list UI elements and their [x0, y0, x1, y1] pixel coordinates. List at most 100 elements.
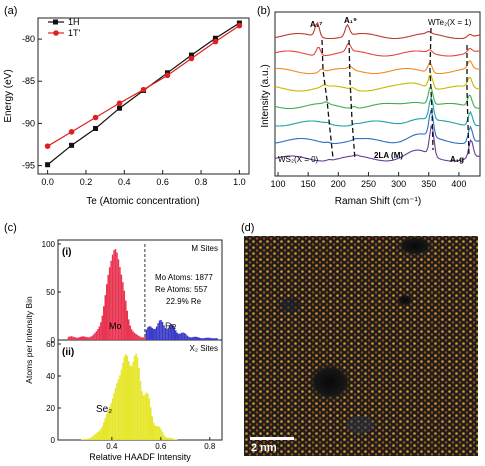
2la-label: 2LA (M) — [374, 151, 403, 160]
histogram-bar — [95, 432, 98, 440]
histogram-bar — [198, 337, 200, 340]
histogram-bar — [197, 337, 199, 340]
histogram-bar — [120, 274, 123, 340]
histogram-bar — [113, 392, 115, 440]
histogram-bar — [169, 325, 171, 340]
histogram-bar — [207, 337, 209, 340]
panel-c-label: (c) — [4, 222, 17, 234]
histogram-bar — [116, 252, 118, 340]
histogram-bar — [177, 333, 180, 340]
histogram-bar — [119, 375, 121, 440]
histogram-bar — [150, 326, 152, 340]
spectrum-line — [274, 95, 481, 127]
histogram-bar — [208, 337, 211, 340]
data-point-1t-prime — [44, 143, 51, 149]
histogram-bar — [117, 259, 120, 340]
panel-c: (c) 0 50 100 0 20 40 60 0.4 0.6 0.8 (i) (ii) M … — [4, 222, 223, 462]
histogram-bar — [211, 338, 214, 340]
legend-circle-marker — [53, 30, 59, 36]
histogram-bar — [76, 337, 79, 340]
panel-a: (a) -80 -85 -90 -95 0.0 0.2 0.4 0.6 0.8 1.0 Te (… — [3, 5, 250, 207]
histogram-bar — [75, 337, 77, 340]
histogram-bar — [133, 332, 136, 340]
histogram-bar — [125, 300, 127, 340]
y-tick-label: -90 — [22, 118, 35, 128]
histogram-bar — [167, 437, 170, 440]
histogram-bar — [147, 393, 149, 440]
y-tick-label: 20 — [46, 404, 55, 413]
x-tick-label: 150 — [301, 179, 316, 189]
histogram-bar — [139, 380, 142, 440]
re-atoms-count: Re Atoms: 557 — [155, 285, 208, 294]
histogram-bar — [83, 439, 86, 440]
histogram-bar — [98, 430, 101, 440]
histogram-bar — [151, 416, 153, 440]
histogram-bar — [91, 335, 93, 340]
histogram-bar — [202, 338, 205, 340]
stem-image: 2 nm — [244, 236, 478, 456]
spectrum-line — [274, 42, 481, 57]
panel-c-xlabel: Relative HAADF Intensity — [89, 452, 191, 462]
dark-cluster — [397, 236, 433, 256]
histogram-bar — [82, 439, 84, 440]
histogram-bar — [182, 332, 184, 340]
histogram-bar — [151, 327, 153, 340]
histogram-bar — [204, 337, 206, 340]
histogram-bar — [188, 336, 190, 340]
subpanel-i-label: (i) — [62, 247, 71, 258]
spectrum-line — [274, 86, 481, 110]
histogram-bar — [214, 338, 217, 340]
histogram-bar — [157, 323, 159, 340]
histogram-bar — [138, 336, 140, 340]
histogram-bar — [94, 332, 96, 340]
data-point-1t-prime — [164, 72, 171, 79]
histogram-bar — [179, 333, 181, 340]
ws2-label: WS₂(X = 0) — [278, 155, 319, 164]
histogram-bar — [101, 426, 104, 440]
histogram-bar — [86, 337, 89, 340]
spectrum-line — [274, 22, 481, 40]
data-point-1t-prime — [68, 129, 75, 135]
histogram-bar — [163, 325, 165, 340]
panel-a-frame — [37, 17, 250, 175]
panel-b: (b) 100 150 200 250 300 350 400 A₁⁷ A₁⁹ WTe₂(X… — [257, 5, 481, 207]
dark-cluster — [308, 363, 352, 401]
wte2-label: WTe₂(X = 1) — [428, 18, 472, 27]
histogram-bar — [132, 361, 134, 440]
histogram-bar — [170, 438, 173, 440]
histogram-bar — [160, 429, 162, 440]
histogram-bar — [148, 398, 151, 440]
histogram-bar — [70, 336, 73, 340]
panel-b-guides — [321, 27, 470, 161]
y-tick-label: 0 — [51, 436, 56, 445]
histogram-bar — [136, 357, 139, 440]
histogram-bar — [173, 439, 175, 440]
histogram-bar — [110, 403, 112, 440]
histogram-bar — [72, 336, 74, 340]
histogram-bar — [141, 337, 143, 340]
histogram-bar — [89, 336, 92, 340]
x-tick-label: 0.0 — [41, 177, 54, 187]
x-tick-label: 1.0 — [233, 177, 246, 187]
histogram-bar — [144, 337, 146, 340]
data-point-1t-prime — [212, 38, 219, 45]
panel-b-label: (b) — [257, 5, 270, 17]
histogram-bar — [142, 337, 145, 340]
histogram-bar — [103, 306, 105, 340]
histogram-bar — [73, 337, 76, 340]
histogram-bar — [145, 329, 148, 340]
se2-label: Se₂ — [96, 404, 112, 415]
histogram-bar — [135, 333, 137, 340]
histogram-bar — [164, 328, 167, 340]
data-point-1t-prime — [92, 114, 99, 121]
histogram-bar — [122, 282, 124, 340]
histogram-bar — [169, 437, 171, 440]
histogram-bar — [145, 392, 148, 440]
histogram-bar — [130, 329, 133, 340]
histogram-bar — [194, 336, 196, 340]
histogram-bar — [161, 322, 164, 340]
histogram-bar — [79, 336, 82, 340]
histogram-bar — [97, 431, 99, 440]
histogram-bar — [110, 260, 112, 340]
